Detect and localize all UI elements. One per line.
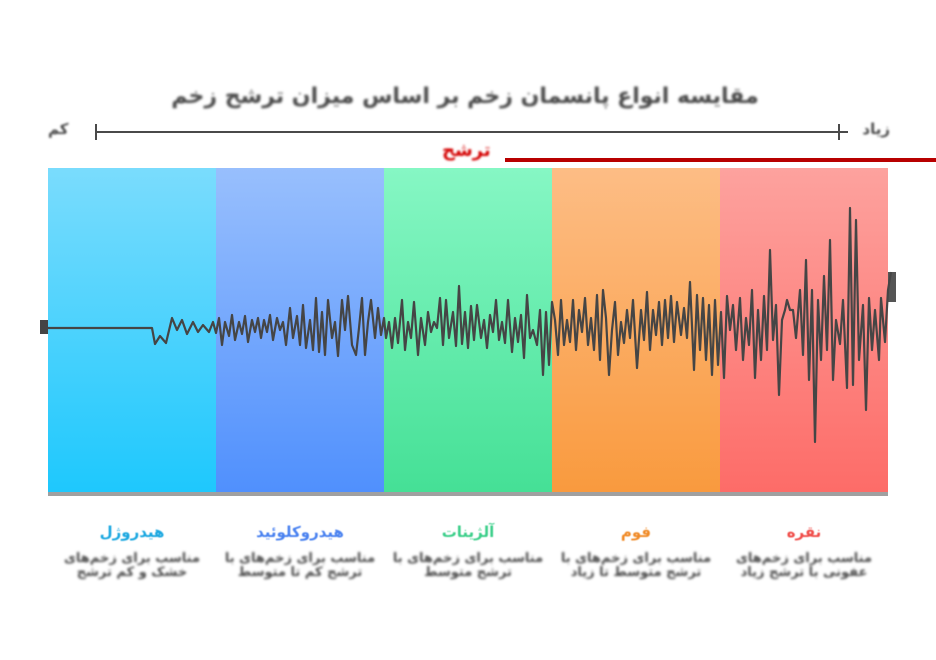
label-title: هیدروژل <box>99 523 165 541</box>
label-silver: نقره مناسب برای زخم‌های عفونی با ترشح زی… <box>720 520 888 580</box>
label-hydrogel: هیدروژل مناسب برای زخم‌های خشک و کم ترشح <box>48 520 216 580</box>
label-title: فوم <box>620 523 652 541</box>
band-silver <box>720 168 888 492</box>
label-title: هیدروکلوئید <box>256 523 344 541</box>
label-foam: فوم مناسب برای زخم‌های با ترشح متوسط تا … <box>552 520 720 580</box>
highlight-label: ترشح <box>442 140 491 161</box>
label-description: مناسب برای زخم‌های با ترشح متوسط <box>392 551 544 580</box>
label-description: مناسب برای زخم‌های با ترشح متوسط تا زیاد <box>560 551 712 580</box>
waveform-start-marker <box>40 320 48 334</box>
axis-label-low: کم <box>48 120 69 138</box>
label-title: نقره <box>786 523 822 541</box>
dressing-bands <box>48 168 888 492</box>
band-labels: هیدروژل مناسب برای زخم‌های خشک و کم ترشح… <box>48 520 888 580</box>
band-alginate <box>384 168 552 492</box>
band-foam <box>552 168 720 492</box>
highlight-line <box>505 158 936 162</box>
band-hydrocolloid <box>216 168 384 492</box>
exudate-axis: کم زیاد <box>40 120 900 144</box>
label-description: مناسب برای زخم‌های با ترشح کم تا متوسط <box>224 551 376 580</box>
band-hydrogel <box>48 168 216 492</box>
band-bottom-border <box>48 492 888 496</box>
label-alginate: آلژینات مناسب برای زخم‌های با ترشح متوسط <box>384 520 552 580</box>
axis-line <box>95 131 840 133</box>
label-title: آلژینات <box>441 523 495 541</box>
waveform-end-marker <box>888 272 896 302</box>
label-hydrocolloid: هیدروکلوئید مناسب برای زخم‌های با ترشح ک… <box>216 520 384 580</box>
label-description: مناسب برای زخم‌های عفونی با ترشح زیاد <box>735 551 873 580</box>
chart-title: مقایسه انواع پانسمان زخم بر اساس میزان ت… <box>171 84 759 109</box>
axis-label-high: زیاد <box>862 120 890 138</box>
label-description: مناسب برای زخم‌های خشک و کم ترشح <box>63 551 201 580</box>
plus-icon-bar <box>830 131 848 133</box>
